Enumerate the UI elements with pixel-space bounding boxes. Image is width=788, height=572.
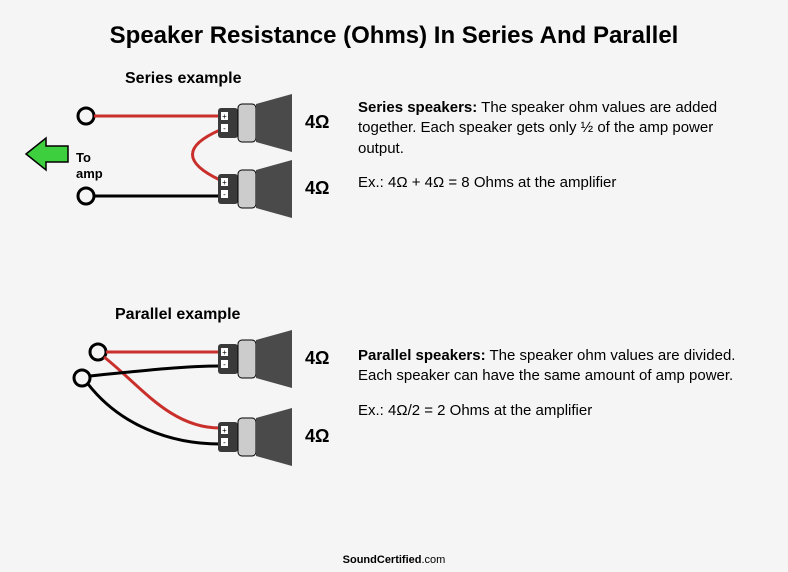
neg-wire <box>88 384 220 444</box>
series-diagram: + - + - <box>20 94 330 234</box>
speaker-icon: + - <box>218 94 292 152</box>
svg-text:+: + <box>222 426 227 435</box>
parallel-heading: Parallel example <box>115 306 240 324</box>
parallel-description: Parallel speakers: The speaker ohm value… <box>358 346 753 421</box>
svg-text:-: - <box>223 190 226 199</box>
neg-wire <box>90 366 220 376</box>
svg-text:+: + <box>222 112 227 121</box>
svg-text:-: - <box>223 438 226 447</box>
speaker-icon: + - <box>218 408 292 466</box>
svg-text:-: - <box>223 360 226 369</box>
svg-text:-: - <box>223 124 226 133</box>
ohm-label: 4Ω <box>305 426 329 447</box>
series-heading: Series example <box>125 70 242 88</box>
page-title: Speaker Resistance (Ohms) In Series And … <box>0 0 788 50</box>
terminal-ring-icon <box>74 370 90 386</box>
terminal-ring-icon <box>78 188 94 204</box>
to-amp-arrow <box>26 138 68 170</box>
ohm-label: 4Ω <box>305 178 329 199</box>
terminal-ring-icon <box>78 108 94 124</box>
series-link-wire <box>193 130 221 180</box>
series-description: Series speakers: The speaker ohm values … <box>358 98 753 193</box>
svg-text:+: + <box>222 348 227 357</box>
parallel-diagram: + - + - <box>20 330 330 490</box>
footer-credit: SoundCertified.com <box>0 554 788 566</box>
svg-text:+: + <box>222 178 227 187</box>
to-amp-label: To amp <box>76 150 103 181</box>
ohm-label: 4Ω <box>305 348 329 369</box>
speaker-icon: + - <box>218 160 292 218</box>
ohm-label: 4Ω <box>305 112 329 133</box>
speaker-icon: + - <box>218 330 292 388</box>
